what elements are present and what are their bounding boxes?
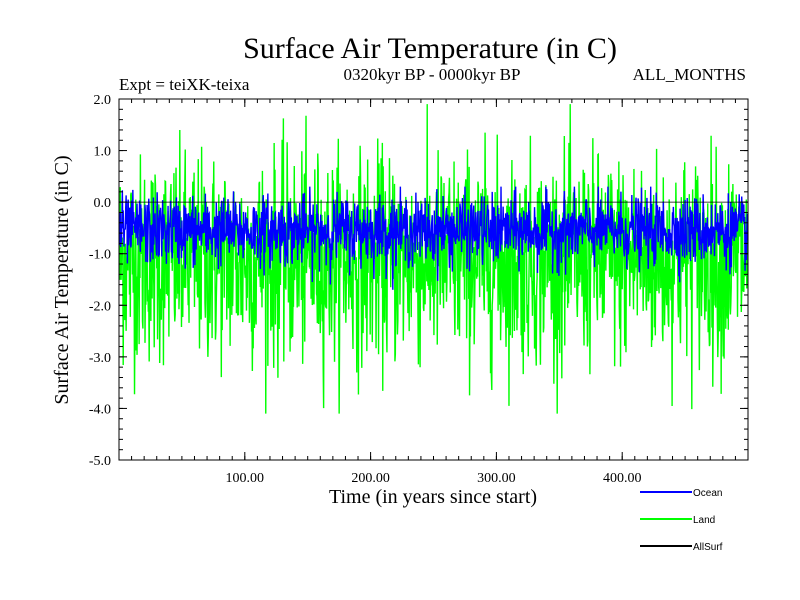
y-tick-label: -1.0: [89, 248, 111, 263]
y-tick-label: -2.0: [89, 299, 111, 314]
subtitle-right: ALL_MONTHS: [633, 65, 746, 84]
x-tick-label: 400.00: [603, 471, 642, 486]
x-tick-label: 100.00: [226, 471, 265, 486]
plot-area: [119, 104, 748, 414]
series-line-ocean: [119, 186, 748, 290]
y-axis-label: Surface Air Temperature (in C): [51, 155, 73, 404]
legend: Ocean Land AllSurf: [640, 488, 723, 553]
y-tick-label: -3.0: [89, 351, 111, 366]
legend-label-land: Land: [693, 515, 715, 526]
y-tick-label: 0.0: [94, 196, 112, 211]
y-tick-label: -4.0: [89, 402, 111, 417]
legend-label-allsurf: AllSurf: [693, 542, 723, 553]
x-tick-label: 300.00: [477, 471, 516, 486]
y-tick-label: 1.0: [94, 145, 112, 160]
y-tick-label: 2.0: [94, 93, 112, 108]
chart-title: Surface Air Temperature (in C): [243, 32, 617, 65]
subtitle-center: 0320kyr BP - 0000kyr BP: [344, 65, 521, 84]
x-tick-label: 200.00: [351, 471, 390, 486]
y-tick-label: -5.0: [89, 454, 111, 469]
x-axis-label: Time (in years since start): [329, 486, 537, 508]
legend-label-ocean: Ocean: [693, 488, 722, 499]
subtitle-left: Expt = teiXK-teixa: [119, 75, 250, 94]
